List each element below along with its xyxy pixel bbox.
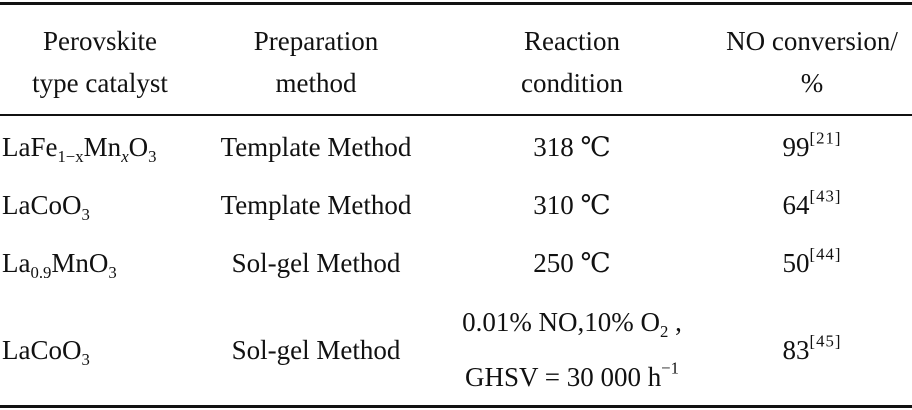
conversion-value: 83 bbox=[782, 335, 810, 365]
header-condition-line1: Reaction bbox=[524, 26, 620, 56]
table-row-4-catalyst: LaCoO3 bbox=[2, 335, 90, 368]
header-conversion-line1: NO conversion/ bbox=[726, 26, 898, 56]
catalyst-subscript: 3 bbox=[108, 262, 117, 282]
top-rule bbox=[0, 2, 912, 5]
table-row-3-condition: 250 ℃ bbox=[533, 248, 611, 278]
table-row-3-conversion: 50[44] bbox=[712, 246, 912, 278]
catalyst-subscript: 3 bbox=[148, 146, 157, 166]
table-row-4-conversion: 83[45] bbox=[712, 333, 912, 365]
catalyst-text: MnO bbox=[51, 248, 109, 278]
table-row-1-conversion: 99[21] bbox=[712, 130, 912, 162]
catalyst-subscript: 3 bbox=[81, 349, 90, 369]
catalyst-text: LaCoO bbox=[2, 335, 82, 365]
conversion-value: 99 bbox=[782, 132, 810, 162]
catalyst-text: La bbox=[2, 248, 31, 278]
header-method: Preparation method bbox=[208, 20, 424, 104]
catalyst-subscript: 3 bbox=[81, 204, 90, 224]
table-row-3-method: Sol-gel Method bbox=[231, 248, 401, 278]
header-condition: Reaction condition bbox=[430, 20, 714, 104]
reference-superscript: [43] bbox=[809, 186, 842, 206]
catalyst-subscript: 1−x bbox=[57, 146, 84, 166]
header-catalyst-line1: Perovskite bbox=[43, 26, 157, 56]
catalyst-text: LaFe bbox=[2, 132, 58, 162]
catalyst-text: O bbox=[128, 132, 149, 162]
header-conversion: NO conversion/ % bbox=[712, 20, 912, 104]
table-row-3-catalyst: La0.9MnO3 bbox=[2, 248, 117, 281]
header-condition-line2: condition bbox=[521, 68, 623, 98]
condition-superscript: −1 bbox=[661, 358, 680, 378]
conversion-value: 64 bbox=[782, 190, 810, 220]
header-catalyst-line2: type catalyst bbox=[32, 68, 168, 98]
catalyst-text: LaCoO bbox=[2, 190, 82, 220]
table-row-4-method: Sol-gel Method bbox=[231, 335, 401, 365]
table-row-4-condition-line2: GHSV = 30 000 h−1 bbox=[430, 360, 714, 392]
condition-subscript: 2 bbox=[660, 321, 669, 341]
conversion-value: 50 bbox=[782, 248, 810, 278]
catalyst-subscript: 0.9 bbox=[30, 262, 52, 282]
table-row-2-conversion: 64[43] bbox=[712, 188, 912, 220]
bottom-rule bbox=[0, 405, 912, 408]
table-row-1-condition: 318 ℃ bbox=[533, 132, 611, 162]
table-row-4-condition-line1: 0.01% NO,10% O2 , bbox=[430, 307, 714, 340]
reference-superscript: [44] bbox=[809, 244, 842, 264]
condition-text: 0.01% NO,10% O bbox=[462, 307, 661, 337]
header-method-line1: Preparation bbox=[253, 26, 379, 56]
condition-text: , bbox=[668, 307, 682, 337]
header-method-line2: method bbox=[275, 68, 357, 98]
table-row-2-method: Template Method bbox=[220, 190, 412, 220]
catalyst-text: Mn bbox=[83, 132, 122, 162]
header-rule bbox=[0, 114, 912, 116]
reference-superscript: [21] bbox=[809, 128, 842, 148]
table-row-1-method: Template Method bbox=[220, 132, 412, 162]
table-row-1-catalyst: LaFe1−xMnxO3 bbox=[2, 132, 157, 165]
header-catalyst: Perovskite type catalyst bbox=[0, 20, 200, 104]
header-conversion-line2: % bbox=[800, 68, 824, 98]
reference-superscript: [45] bbox=[809, 331, 842, 351]
table-row-2-catalyst: LaCoO3 bbox=[2, 190, 90, 223]
condition-text: GHSV = 30 000 h bbox=[464, 362, 662, 392]
catalyst-subscript: x bbox=[121, 146, 129, 166]
table-row-2-condition: 310 ℃ bbox=[533, 190, 611, 220]
